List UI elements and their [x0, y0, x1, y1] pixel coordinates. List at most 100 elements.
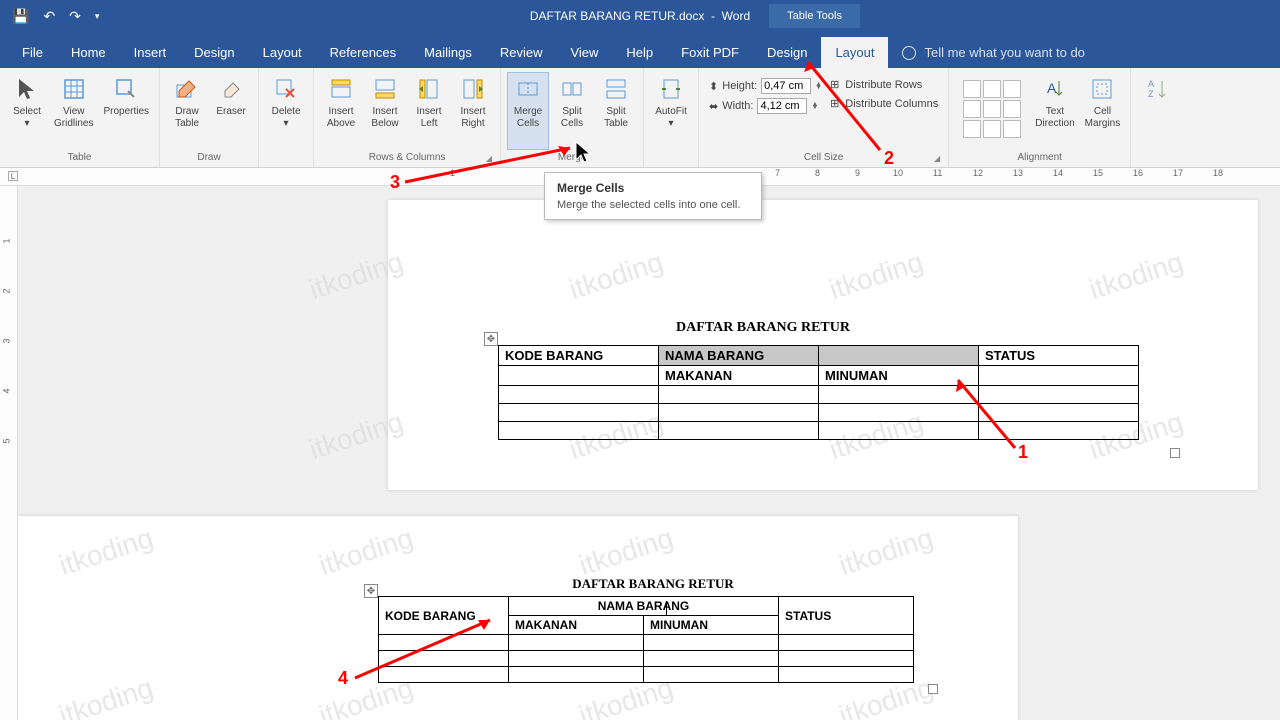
svg-text:A: A — [1148, 79, 1154, 89]
height-input[interactable] — [761, 78, 811, 94]
group-draw: Draw Table Eraser Draw — [160, 68, 259, 167]
tab-help[interactable]: Help — [612, 37, 667, 68]
distribute-rows-button[interactable]: ⊞Distribute Rows — [830, 78, 938, 91]
table-cell: MINUMAN — [819, 366, 979, 386]
split-table-button[interactable]: Split Table — [595, 72, 637, 150]
tab-design[interactable]: Design — [180, 37, 248, 68]
tab-table-design[interactable]: Design — [753, 37, 821, 68]
redo-icon[interactable]: ↷ — [69, 8, 81, 25]
tell-me-search[interactable]: Tell me what you want to do — [888, 37, 1098, 68]
tab-view[interactable]: View — [556, 37, 612, 68]
table-cell — [499, 366, 659, 386]
vertical-ruler[interactable]: 1 2 3 4 5 — [0, 186, 18, 720]
title-bar: 💾 ↶ ↷ ▾ DAFTAR BARANG RETUR.docx - Word … — [0, 0, 1280, 32]
cursor-icon — [12, 74, 42, 104]
tab-references[interactable]: References — [316, 37, 410, 68]
table-cell: MAKANAN — [509, 616, 644, 635]
select-button[interactable]: Select▾ — [6, 72, 48, 150]
text-direction-button[interactable]: A Text Direction — [1031, 72, 1078, 150]
table-cell: STATUS — [979, 346, 1139, 366]
tab-layout[interactable]: Layout — [249, 37, 316, 68]
group-table: Select▾ View Gridlines Properties Table — [0, 68, 160, 167]
annotation-4: 4 — [338, 668, 348, 689]
ribbon: Select▾ View Gridlines Properties Table … — [0, 68, 1280, 168]
insert-above-button[interactable]: Insert Above — [320, 72, 362, 150]
tab-review[interactable]: Review — [486, 37, 557, 68]
merge-cells-icon — [513, 74, 543, 104]
insert-above-icon — [326, 74, 356, 104]
annotation-2: 2 — [884, 148, 894, 169]
dist-rows-icon: ⊞ — [830, 78, 839, 91]
sort-button[interactable]: AZ — [1137, 72, 1179, 165]
split-table-icon — [601, 74, 631, 104]
width-input[interactable] — [757, 98, 807, 114]
undo-icon[interactable]: ↶ — [43, 8, 55, 25]
cell-margins-icon — [1087, 74, 1117, 104]
tab-home[interactable]: Home — [57, 37, 120, 68]
draw-table-button[interactable]: Draw Table — [166, 72, 208, 150]
cell-margins-button[interactable]: Cell Margins — [1081, 72, 1125, 150]
table-cell — [979, 366, 1139, 386]
document-title-2: DAFTAR BARANG RETUR — [378, 576, 928, 592]
window-title: DAFTAR BARANG RETUR.docx - Word — [530, 9, 750, 23]
context-tab-label: Table Tools — [769, 4, 860, 28]
tab-table-layout[interactable]: Layout — [821, 37, 888, 68]
table-2[interactable]: KODE BARANG NAMA BARANG STATUS MAKANAN M… — [378, 596, 914, 683]
dialog-launcher-icon[interactable]: ◢ — [486, 154, 492, 163]
delete-button[interactable]: Delete▾ — [265, 72, 307, 161]
table-cell-selected — [819, 346, 979, 366]
insert-below-icon — [370, 74, 400, 104]
bulb-icon — [902, 46, 916, 60]
svg-text:A: A — [1047, 80, 1057, 96]
dist-cols-icon: ⊞ — [830, 97, 839, 110]
eraser-button[interactable]: Eraser — [210, 72, 252, 150]
insert-right-button[interactable]: Insert Right — [452, 72, 494, 150]
table-cell: MAKANAN — [659, 366, 819, 386]
table-cell: KODE BARANG — [499, 346, 659, 366]
qat-customize-icon[interactable]: ▾ — [95, 11, 100, 22]
table-resize-handle[interactable] — [1170, 448, 1180, 458]
group-autofit: AutoFit▾ — [644, 68, 699, 167]
insert-left-button[interactable]: Insert Left — [408, 72, 450, 150]
tooltip-merge-cells: Merge Cells Merge the selected cells int… — [544, 172, 762, 220]
properties-icon — [111, 74, 141, 104]
table-move-handle[interactable]: ✥ — [364, 584, 378, 598]
distribute-columns-button[interactable]: ⊞Distribute Columns — [830, 97, 938, 110]
autofit-icon — [656, 74, 686, 104]
group-data-partial: AZ — [1131, 68, 1185, 167]
table-cell: KODE BARANG — [379, 597, 509, 635]
insert-right-icon — [458, 74, 488, 104]
tab-insert[interactable]: Insert — [120, 37, 181, 68]
tab-foxit-pdf[interactable]: Foxit PDF — [667, 37, 753, 68]
group-delete: Delete▾ — [259, 68, 314, 167]
dialog-launcher-icon[interactable]: ◢ — [934, 154, 940, 163]
text-cursor — [666, 601, 667, 615]
table-cell-selected: NAMA BARANG — [659, 346, 819, 366]
merge-cells-button[interactable]: Merge Cells — [507, 72, 549, 150]
table-move-handle[interactable]: ✥ — [484, 332, 498, 346]
width-icon: ⬌ — [709, 100, 718, 113]
delete-table-icon — [271, 74, 301, 104]
properties-button[interactable]: Properties — [99, 72, 153, 150]
split-cells-button[interactable]: Split Cells — [551, 72, 593, 150]
insert-left-icon — [414, 74, 444, 104]
save-icon[interactable]: 💾 — [12, 8, 29, 25]
split-cells-icon — [557, 74, 587, 104]
quick-access-toolbar: 💾 ↶ ↷ ▾ — [0, 8, 99, 25]
alignment-grid[interactable] — [959, 76, 1025, 142]
annotation-1: 1 — [1018, 442, 1028, 463]
document-area: itkoding itkoding itkoding itkoding itko… — [18, 186, 1280, 720]
table-1[interactable]: KODE BARANG NAMA BARANG STATUS MAKANAN M… — [498, 345, 1139, 440]
table-resize-handle[interactable] — [928, 684, 938, 694]
insert-below-button[interactable]: Insert Below — [364, 72, 406, 150]
mouse-cursor-icon — [574, 140, 592, 164]
table-cell: STATUS — [779, 597, 914, 635]
table-cell-merged: NAMA BARANG — [509, 597, 779, 616]
tab-mailings[interactable]: Mailings — [410, 37, 486, 68]
document-title: DAFTAR BARANG RETUR — [388, 320, 1138, 336]
autofit-button[interactable]: AutoFit▾ — [650, 72, 692, 161]
tab-file[interactable]: File — [8, 37, 57, 68]
page-2: itkoding itkoding itkoding itkoding itko… — [18, 516, 1018, 720]
view-gridlines-button[interactable]: View Gridlines — [50, 72, 97, 150]
svg-text:Z: Z — [1148, 89, 1154, 99]
